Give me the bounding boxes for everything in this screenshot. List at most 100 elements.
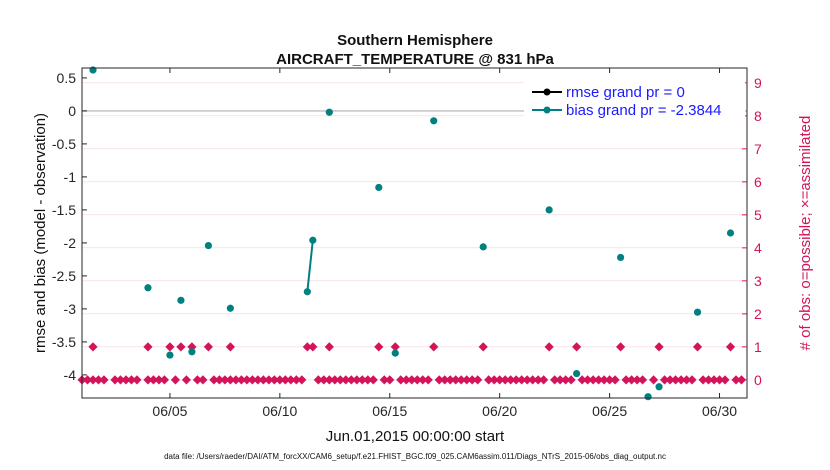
obs-count-marker (148, 375, 159, 385)
obs-count-marker (110, 375, 120, 385)
obs-count-marker (264, 375, 274, 385)
obs-count-marker (434, 375, 444, 385)
obs-count-marker (192, 375, 203, 385)
x-tick-label: 06/05 (152, 403, 187, 419)
obs-count-marker (269, 375, 279, 385)
obs-count-marker (88, 342, 98, 352)
y-tick-label: 0 (68, 103, 76, 119)
y-tick-label: -1.5 (52, 202, 76, 218)
right-y-tick-label: 6 (754, 174, 762, 190)
obs-count-marker (511, 375, 521, 385)
obs-count-marker (440, 375, 450, 385)
obs-count-marker (379, 375, 389, 385)
obs-count-marker (82, 375, 93, 385)
obs-count-marker (407, 375, 417, 385)
y-tick-label: 0.5 (57, 70, 77, 86)
y-axis-ticks: 0.5 0 -0.5 -1 -1.5 -2 -2.5 -3 -3.5 -4 (52, 70, 87, 383)
bias-point (655, 383, 663, 391)
bias-point (177, 296, 185, 304)
obs-count-marker (143, 342, 153, 352)
obs-count-marker (539, 375, 549, 385)
legend-box (524, 81, 745, 125)
obs-count-marker (583, 375, 593, 385)
obs-count-marker (258, 375, 268, 385)
obs-count-marker (165, 342, 175, 352)
bias-point (479, 243, 487, 251)
observation-count-markers (77, 342, 747, 385)
obs-count-marker (214, 375, 224, 385)
y-axis-label: rmse and bias (model - observation) (32, 113, 49, 353)
bias-point (391, 349, 399, 357)
obs-count-marker (594, 375, 604, 385)
y-tick-label: -3.5 (52, 334, 76, 350)
obs-count-marker (346, 375, 356, 385)
obs-count-marker (555, 375, 565, 385)
right-y-tick-label: 7 (754, 141, 762, 157)
obs-count-marker (154, 375, 164, 385)
obs-count-marker (473, 375, 483, 385)
right-y-tick-label: 8 (754, 108, 762, 124)
obs-count-marker (659, 375, 670, 385)
obs-count-marker (588, 375, 598, 385)
obs-count-marker (121, 375, 131, 385)
right-y-tick-label: 9 (754, 75, 762, 91)
x-tick-label: 06/20 (482, 403, 517, 419)
bias-point (89, 66, 97, 74)
obs-count-marker (495, 375, 505, 385)
obs-count-marker (698, 375, 708, 385)
obs-count-marker (621, 375, 631, 385)
obs-count-marker (561, 375, 571, 385)
y-tick-label: -2.5 (52, 268, 76, 284)
obs-count-marker (517, 375, 527, 385)
legend-bias-label: bias grand pr = -2.3844 (566, 102, 722, 119)
obs-count-marker (352, 375, 362, 385)
chart-subtitle: AIRCRAFT_TEMPERATURE @ 831 hPa (276, 51, 554, 68)
x-tick-label: 06/25 (592, 403, 627, 419)
obs-count-marker (286, 375, 296, 385)
obs-count-marker (181, 375, 192, 385)
obs-count-marker (725, 342, 736, 352)
obs-count-marker (220, 375, 230, 385)
bias-point (166, 351, 174, 359)
bias-point (226, 304, 234, 312)
obs-count-marker (577, 375, 587, 385)
obs-count-marker (736, 375, 747, 385)
bias-segment (306, 240, 314, 292)
obs-count-marker (401, 375, 411, 385)
obs-count-marker (297, 375, 307, 385)
obs-count-marker (242, 375, 252, 385)
right-y-tick-label: 1 (754, 339, 762, 355)
y-tick-label: -2 (64, 235, 77, 251)
obs-count-marker (176, 342, 186, 352)
bias-point (303, 288, 311, 296)
obs-count-marker (324, 342, 334, 352)
x-axis-label: Jun.01,2015 00:00:00 start (326, 428, 505, 445)
obs-count-marker (731, 375, 741, 385)
obs-count-marker (692, 342, 703, 352)
right-y-tick-label: 3 (754, 273, 762, 289)
obs-count-marker (357, 375, 367, 385)
bias-point (375, 183, 383, 192)
bias-point (325, 108, 333, 116)
obs-count-marker (187, 342, 197, 352)
y-tick-label: -0.5 (52, 136, 76, 152)
obs-count-marker (396, 375, 406, 385)
obs-count-marker (319, 375, 329, 385)
bias-point (430, 117, 438, 125)
obs-count-marker (390, 342, 400, 352)
x-tick-label: 06/30 (702, 403, 737, 419)
obs-count-marker (550, 375, 560, 385)
y-tick-label: -3 (64, 301, 77, 317)
obs-count-marker (533, 375, 543, 385)
obs-count-marker (203, 342, 214, 352)
bias-point (309, 236, 317, 244)
obs-count-marker (302, 342, 312, 352)
obs-count-marker (632, 375, 642, 385)
obs-count-marker (467, 375, 477, 385)
obs-count-marker (566, 375, 576, 385)
obs-count-marker (709, 375, 719, 385)
obs-count-marker (88, 375, 98, 385)
obs-count-marker (209, 375, 219, 385)
legend-rmse-label: rmse grand pr = 0 (566, 84, 685, 101)
chart-title: Southern Hemisphere (337, 32, 493, 49)
